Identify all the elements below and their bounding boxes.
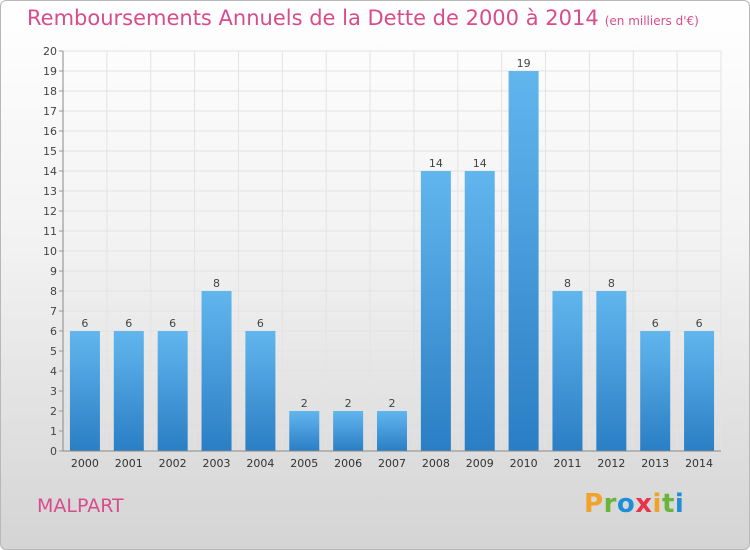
bar-value-label: 8 [213, 277, 220, 290]
y-tick-label: 14 [43, 165, 57, 178]
y-tick-label: 1 [50, 425, 57, 438]
x-tick-label: 2004 [246, 457, 274, 470]
y-tick-label: 3 [50, 385, 57, 398]
bar-value-label: 8 [608, 277, 615, 290]
bar-value-label: 2 [301, 397, 308, 410]
y-tick-label: 18 [43, 85, 57, 98]
bar-value-label: 6 [257, 317, 264, 330]
bar-2007 [377, 411, 407, 451]
bar-2011 [552, 291, 583, 451]
bar-2009 [464, 171, 495, 451]
bar-2003 [201, 291, 232, 451]
proxiti-logo: Proxiti [584, 489, 684, 519]
x-tick-label: 2001 [115, 457, 143, 470]
y-tick-label: 20 [43, 45, 57, 58]
bar-2010 [508, 71, 539, 451]
x-tick-label: 2006 [334, 457, 362, 470]
bar-value-label: 6 [696, 317, 703, 330]
x-tick-label: 2014 [685, 457, 713, 470]
bar-2004 [245, 331, 276, 451]
bar-2008 [420, 171, 451, 451]
y-tick-label: 6 [50, 325, 57, 338]
x-tick-label: 2013 [641, 457, 669, 470]
logo-letter: x [635, 489, 653, 519]
bar-2013 [640, 331, 671, 451]
y-tick-label: 13 [43, 185, 57, 198]
y-tick-label: 17 [43, 105, 57, 118]
bar-2012 [596, 291, 627, 451]
y-tick-label: 12 [43, 205, 57, 218]
y-tick-label: 2 [50, 405, 57, 418]
y-tick-label: 0 [50, 445, 57, 458]
bar-value-label: 6 [169, 317, 176, 330]
y-tick-label: 4 [50, 365, 57, 378]
bar-2000 [69, 331, 100, 451]
x-tick-label: 2007 [378, 457, 406, 470]
bar-value-label: 19 [517, 57, 531, 70]
y-tick-label: 19 [43, 65, 57, 78]
y-tick-label: 11 [43, 225, 57, 238]
bar-value-label: 6 [652, 317, 659, 330]
commune-name: MALPART [37, 495, 124, 517]
x-tick-label: 2011 [553, 457, 581, 470]
y-tick-label: 10 [43, 245, 57, 258]
x-tick-label: 2003 [203, 457, 231, 470]
bar-value-label: 6 [81, 317, 88, 330]
logo-letter: r [603, 489, 617, 519]
x-tick-label: 2002 [159, 457, 187, 470]
chart-title-text: Remboursements Annuels de la Dette de 20… [27, 6, 599, 30]
bar-value-label: 2 [389, 397, 396, 410]
bar-value-label: 14 [429, 157, 443, 170]
bar-2006 [333, 411, 364, 451]
x-tick-label: 2008 [422, 457, 450, 470]
x-tick-label: 2010 [510, 457, 538, 470]
x-tick-label: 2000 [71, 457, 99, 470]
logo-letter: P [584, 489, 604, 519]
bar-value-label: 6 [125, 317, 132, 330]
y-tick-label: 7 [50, 305, 57, 318]
x-tick-label: 2009 [466, 457, 494, 470]
bar-2005 [289, 411, 320, 451]
bars-group: 6 6 6 8 6 2 2 2 14 14 19 8 8 6 6 [69, 57, 715, 451]
chart-subtitle: (en milliers d'€) [604, 14, 699, 28]
y-tick-label: 5 [50, 345, 57, 358]
y-tick-label: 8 [50, 285, 57, 298]
logo-letter: i [674, 489, 685, 519]
logo-letter: t [661, 489, 675, 519]
bar-2002 [157, 331, 188, 451]
logo-letter: i [652, 489, 662, 519]
y-tick-label: 15 [43, 145, 57, 158]
bar-value-label: 2 [345, 397, 352, 410]
y-tick-label: 9 [50, 265, 57, 278]
bar-2014 [684, 331, 715, 451]
y-tick-label: 16 [43, 125, 57, 138]
chart-title: Remboursements Annuels de la Dette de 20… [27, 6, 699, 30]
logo-letter: o [616, 489, 636, 519]
bar-2001 [113, 331, 144, 451]
bar-value-label: 14 [473, 157, 487, 170]
x-tick-label: 2005 [290, 457, 318, 470]
x-tick-label: 2012 [597, 457, 625, 470]
bar-value-label: 8 [564, 277, 571, 290]
